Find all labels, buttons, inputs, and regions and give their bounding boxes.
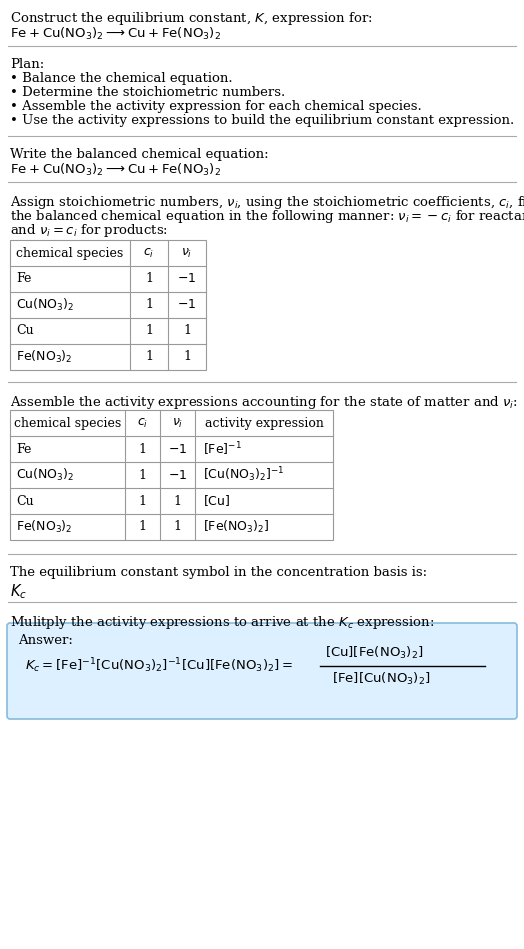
Text: 1: 1 [138,520,147,533]
Text: 1: 1 [173,520,181,533]
Text: Plan:: Plan: [10,58,44,71]
Text: $\nu_i$: $\nu_i$ [181,247,193,259]
Text: • Balance the chemical equation.: • Balance the chemical equation. [10,72,233,85]
Text: chemical species: chemical species [14,417,121,430]
Text: Construct the equilibrium constant, $K$, expression for:: Construct the equilibrium constant, $K$,… [10,10,373,27]
Text: $-1$: $-1$ [178,299,196,311]
Text: $\mathrm{Fe(NO_3)_2}$: $\mathrm{Fe(NO_3)_2}$ [16,519,73,535]
Text: $-1$: $-1$ [178,272,196,286]
Text: Fe: Fe [16,272,31,286]
Text: • Determine the stoichiometric numbers.: • Determine the stoichiometric numbers. [10,86,285,99]
Text: Assign stoichiometric numbers, $\nu_i$, using the stoichiometric coefficients, $: Assign stoichiometric numbers, $\nu_i$, … [10,194,524,211]
Text: $[\mathrm{Fe}]^{-1}$: $[\mathrm{Fe}]^{-1}$ [203,440,242,457]
Text: $\mathrm{Fe(NO_3)_2}$: $\mathrm{Fe(NO_3)_2}$ [16,349,73,365]
Text: Cu: Cu [16,325,34,338]
Text: Assemble the activity expressions accounting for the state of matter and $\nu_i$: Assemble the activity expressions accoun… [10,394,518,411]
Text: activity expression: activity expression [204,417,323,430]
Text: chemical species: chemical species [16,247,124,259]
Text: 1: 1 [173,494,181,508]
Text: 1: 1 [183,325,191,338]
Text: Fe: Fe [16,442,31,456]
Text: $\nu_i$: $\nu_i$ [172,417,183,430]
Text: • Assemble the activity expression for each chemical species.: • Assemble the activity expression for e… [10,100,422,113]
Text: Answer:: Answer: [18,634,73,647]
Text: and $\nu_i = c_i$ for products:: and $\nu_i = c_i$ for products: [10,222,168,239]
Text: the balanced chemical equation in the following manner: $\nu_i = -c_i$ for react: the balanced chemical equation in the fo… [10,208,524,225]
Text: $-1$: $-1$ [168,442,187,456]
Text: 1: 1 [138,494,147,508]
Text: 1: 1 [145,272,153,286]
Text: $\mathrm{Cu(NO_3)_2}$: $\mathrm{Cu(NO_3)_2}$ [16,297,74,313]
Text: $[\mathrm{Cu}]$: $[\mathrm{Cu}]$ [203,493,231,509]
Text: 1: 1 [138,442,147,456]
Text: $[\mathrm{Fe}][\mathrm{Cu(NO_3)_2}]$: $[\mathrm{Fe}][\mathrm{Cu(NO_3)_2}]$ [332,671,431,687]
Text: $[\mathrm{Fe(NO_3)_2}]$: $[\mathrm{Fe(NO_3)_2}]$ [203,519,269,535]
FancyBboxPatch shape [7,623,517,719]
Text: 1: 1 [183,350,191,363]
Text: $-1$: $-1$ [168,469,187,481]
Text: 1: 1 [138,469,147,481]
Text: Write the balanced chemical equation:: Write the balanced chemical equation: [10,148,269,161]
Text: $[\mathrm{Cu(NO_3)_2}]^{-1}$: $[\mathrm{Cu(NO_3)_2}]^{-1}$ [203,466,285,484]
Text: 1: 1 [145,350,153,363]
Text: $c_i$: $c_i$ [144,247,155,259]
Text: $\mathrm{Fe + Cu(NO_3)_2 \longrightarrow Cu + Fe(NO_3)_2}$: $\mathrm{Fe + Cu(NO_3)_2 \longrightarrow… [10,26,221,42]
Text: 1: 1 [145,325,153,338]
Text: $\mathrm{Fe + Cu(NO_3)_2 \longrightarrow Cu + Fe(NO_3)_2}$: $\mathrm{Fe + Cu(NO_3)_2 \longrightarrow… [10,162,221,178]
Text: $\mathrm{Cu(NO_3)_2}$: $\mathrm{Cu(NO_3)_2}$ [16,467,74,483]
Bar [10,240,206,370]
Text: $[\mathrm{Cu}][\mathrm{Fe(NO_3)_2}]$: $[\mathrm{Cu}][\mathrm{Fe(NO_3)_2}]$ [325,645,423,661]
Text: Mulitply the activity expressions to arrive at the $K_c$ expression:: Mulitply the activity expressions to arr… [10,614,434,631]
Text: The equilibrium constant symbol in the concentration basis is:: The equilibrium constant symbol in the c… [10,566,427,579]
Text: $c_i$: $c_i$ [137,417,148,430]
Text: $K_c$: $K_c$ [10,582,27,601]
Text: • Use the activity expressions to build the equilibrium constant expression.: • Use the activity expressions to build … [10,114,514,127]
Text: $K_c = [\mathrm{Fe}]^{-1}[\mathrm{Cu(NO_3)_2}]^{-1}[\mathrm{Cu}][\mathrm{Fe(NO_3: $K_c = [\mathrm{Fe}]^{-1}[\mathrm{Cu(NO_… [25,657,293,676]
Text: Cu: Cu [16,494,34,508]
Text: 1: 1 [145,299,153,311]
Bar [10,410,333,540]
